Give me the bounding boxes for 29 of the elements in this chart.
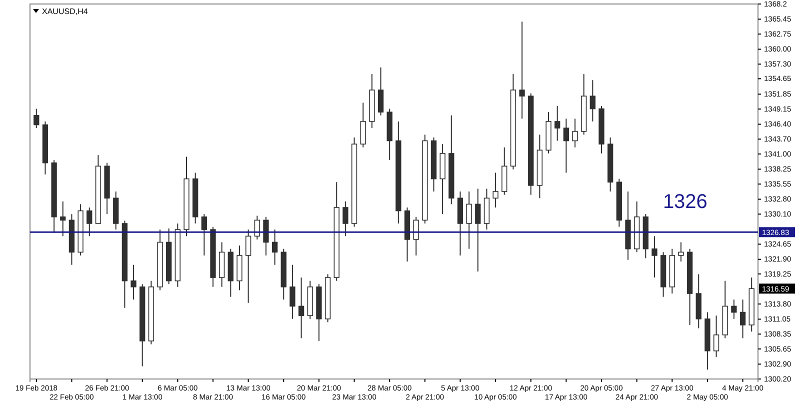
candlestick <box>466 191 472 250</box>
candlestick <box>201 214 207 256</box>
candlestick <box>60 200 66 237</box>
candlestick <box>731 299 737 320</box>
candlestick <box>740 299 746 339</box>
candlestick <box>272 229 278 266</box>
candlestick <box>413 216 419 256</box>
candlestick <box>519 21 525 120</box>
candlestick <box>290 264 296 320</box>
candlestick <box>245 229 252 304</box>
candlestick <box>342 200 348 237</box>
annotation: 1326 <box>662 191 708 214</box>
candlestick <box>475 188 481 272</box>
candlestick <box>298 277 304 339</box>
candlestick <box>263 216 269 256</box>
chart-title: XAUUSD,H4 <box>42 7 88 16</box>
candlestick <box>492 172 498 208</box>
candlestick <box>652 236 658 278</box>
candlestick <box>130 264 136 300</box>
candlestick <box>572 118 578 148</box>
candlestick <box>554 106 560 142</box>
candlestick <box>360 102 366 148</box>
candlestick <box>86 206 92 237</box>
candlestick <box>590 80 596 122</box>
candlestick <box>34 108 40 129</box>
candlestick <box>563 118 570 174</box>
candlestick <box>378 66 384 116</box>
candlestick <box>713 315 720 358</box>
candlestick <box>678 242 684 262</box>
